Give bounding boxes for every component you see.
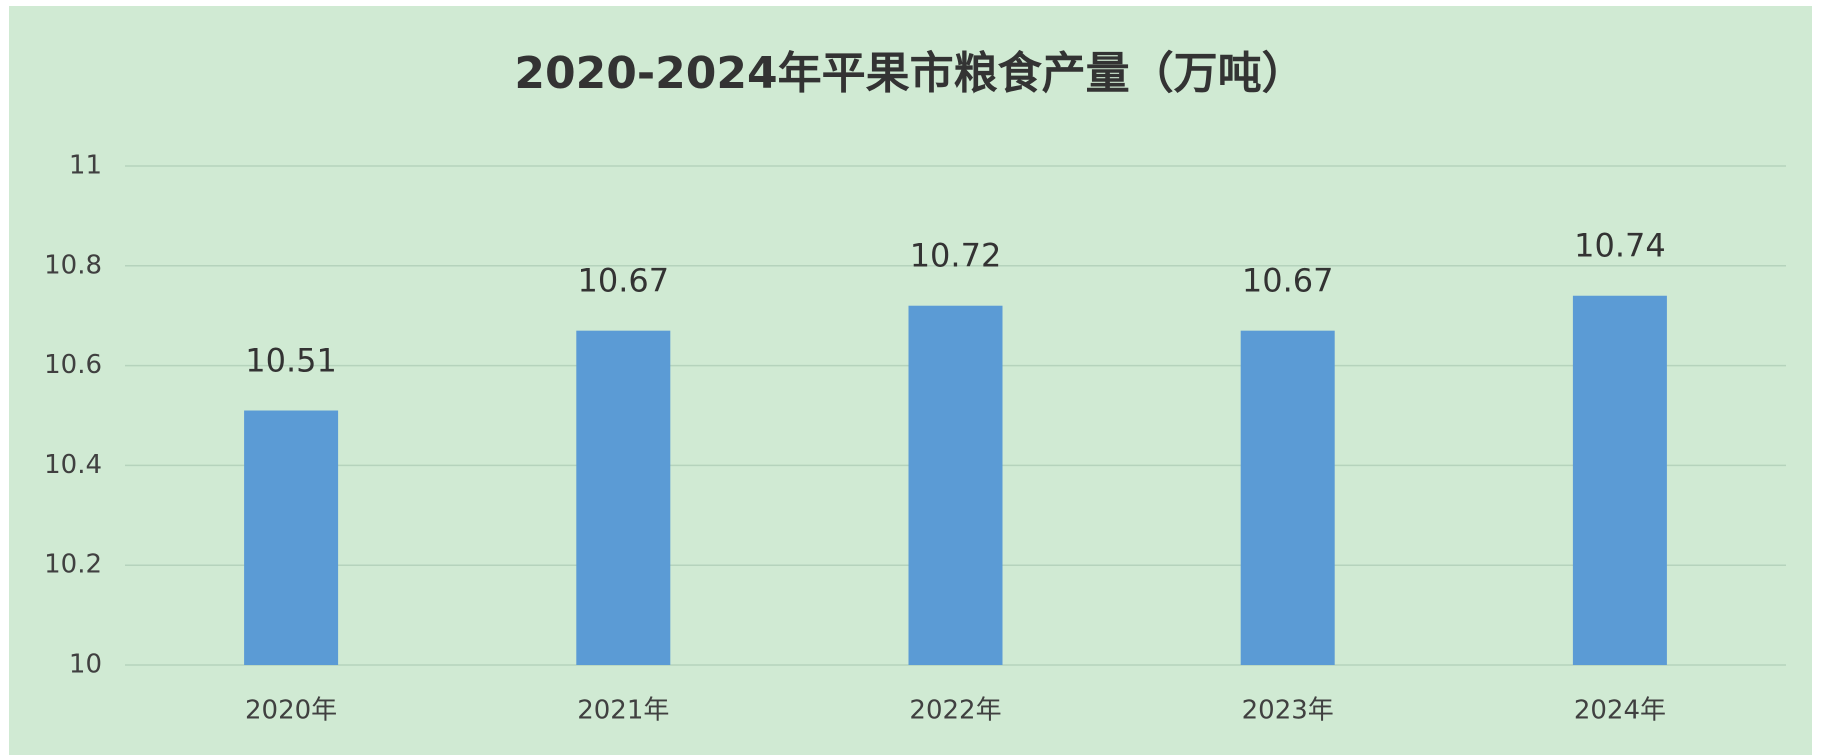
- data-label: 10.67: [577, 262, 669, 300]
- y-tick-label: 10.6: [44, 350, 102, 380]
- data-label: 10.67: [1242, 262, 1334, 300]
- chart-title: 2020-2024年平果市粮食产量（万吨）: [514, 48, 1305, 99]
- bar: [1572, 295, 1667, 665]
- x-tick-label: 2020年: [245, 696, 337, 726]
- y-tick-label: 11: [69, 151, 102, 181]
- x-tick-label: 2023年: [1242, 696, 1334, 726]
- bar: [244, 410, 339, 665]
- y-tick-label: 10.8: [44, 250, 102, 280]
- y-tick-label: 10: [69, 650, 102, 680]
- data-label: 10.74: [1574, 227, 1666, 265]
- x-tick-label: 2024年: [1574, 696, 1666, 726]
- data-label: 10.72: [910, 237, 1002, 275]
- data-label: 10.51: [245, 342, 337, 380]
- y-tick-label: 10.2: [44, 550, 102, 580]
- bar: [1240, 330, 1335, 665]
- x-tick-label: 2021年: [577, 696, 669, 726]
- x-tick-label: 2022年: [909, 696, 1001, 726]
- bar: [908, 305, 1003, 665]
- bar: [576, 330, 671, 665]
- y-tick-label: 10.4: [44, 450, 102, 480]
